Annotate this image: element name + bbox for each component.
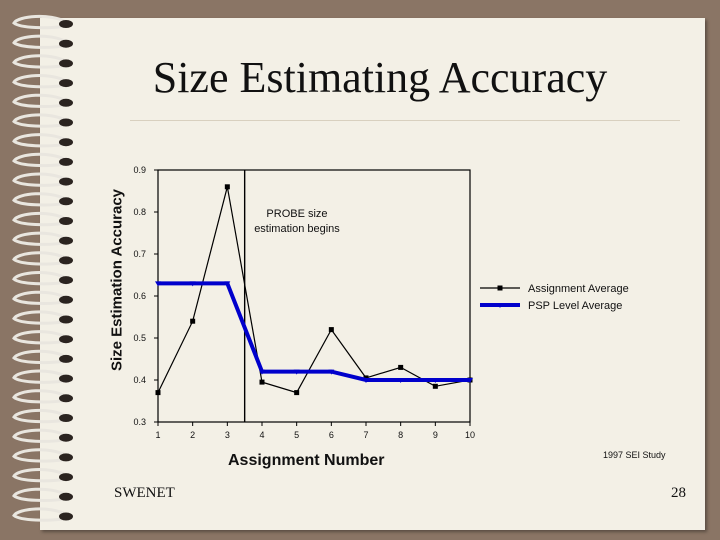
- binding-ring: [12, 54, 73, 69]
- title-divider: [130, 120, 680, 121]
- spiral-binding: [12, 15, 73, 522]
- binding-ring: [12, 310, 73, 325]
- binding-ring: [12, 271, 73, 286]
- binding-ring: [12, 152, 73, 168]
- binding-ring: [12, 113, 73, 128]
- binding-ring: [12, 15, 73, 30]
- binding-ring: [12, 507, 73, 522]
- binding-ring: [12, 212, 73, 227]
- binding-ring: [12, 231, 73, 246]
- binding-ring: [12, 192, 73, 207]
- footer-org: SWENET: [114, 485, 175, 501]
- x-axis-label: Assignment Number: [228, 452, 385, 469]
- binding-ring: [12, 330, 73, 345]
- binding-ring: [12, 290, 73, 305]
- binding-ring: [12, 428, 73, 443]
- binding-ring: [12, 487, 73, 502]
- source-note: 1997 SEI Study: [603, 450, 666, 460]
- binding-ring: [12, 409, 73, 424]
- binding-ring: [12, 93, 73, 108]
- page-number: 28: [671, 485, 686, 501]
- binding-ring: [12, 172, 73, 187]
- y-axis-label: Size Estimation Accuracy: [108, 188, 126, 372]
- binding-ring: [12, 133, 73, 148]
- binding-ring: [12, 251, 73, 266]
- binding-ring: [12, 34, 73, 49]
- binding-ring: [12, 369, 73, 384]
- binding-ring: [12, 74, 73, 89]
- binding-ring: [12, 389, 73, 404]
- binding-ring: [12, 468, 73, 483]
- binding-ring: [12, 349, 73, 365]
- slide-title: Size Estimating Accuracy: [152, 53, 608, 102]
- binding-ring: [12, 448, 73, 463]
